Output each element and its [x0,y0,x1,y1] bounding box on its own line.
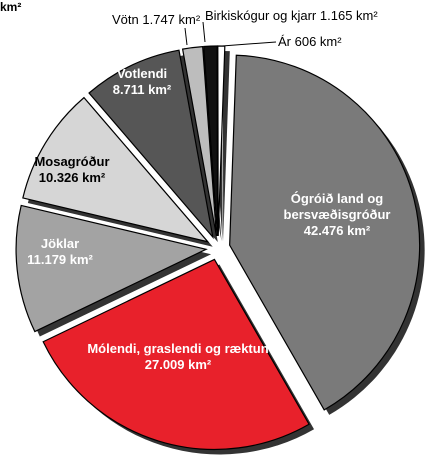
value-label: 42.476 km² [303,223,371,238]
category-label: Votlendi [116,66,168,81]
leader-line [202,21,206,43]
category-label: Ár [278,34,291,49]
slice-label: Mosagróður 10.326 km² [22,154,122,186]
category-label: Mosagróður [34,154,110,169]
leader-line [221,41,277,47]
category-label: Ógróið land og bersvæðisgróður [283,191,391,222]
leader-line [184,27,188,46]
slice-label: Ógróið land og bersvæðisgróður 42.476 km² [262,191,412,239]
slice [15,204,208,333]
slice [229,54,421,411]
slice-label: Jöklar 11.179 km² [15,236,105,268]
slice [42,258,310,451]
value-label: 8.711 km² [112,82,172,97]
category-label: Mólendi, graslendi og ræktun [87,341,269,356]
value-label: 27.009 km² [144,357,212,372]
category-label: Birkiskógur og kjarr [205,8,317,23]
slices [15,45,425,455]
slice-label: Birkiskógur og kjarr 1.165 km² [205,8,378,24]
slice [88,49,214,240]
category-label: Vötn [112,12,139,27]
slice-label: Votlendi 8.711 km² [97,66,187,98]
value-label: 606 km² [294,34,342,49]
slice [181,45,218,237]
slice [22,96,210,243]
value-label: 1.165 km² [319,8,378,23]
value-label: 1.747 km² [142,12,201,27]
slice-label: Ár 606 km² [278,34,342,50]
value-label: 11.179 km² [27,252,93,267]
slice-label: Mólendi, graslendi og ræktun 27.009 km² [83,341,273,373]
chart-title: km² [0,0,22,14]
category-label: Jöklar [40,236,80,251]
value-label: 10.326 km² [38,170,106,185]
slice-shadow [222,51,230,242]
slice-label: Vötn 1.747 km² [112,12,200,28]
slice [203,45,219,237]
